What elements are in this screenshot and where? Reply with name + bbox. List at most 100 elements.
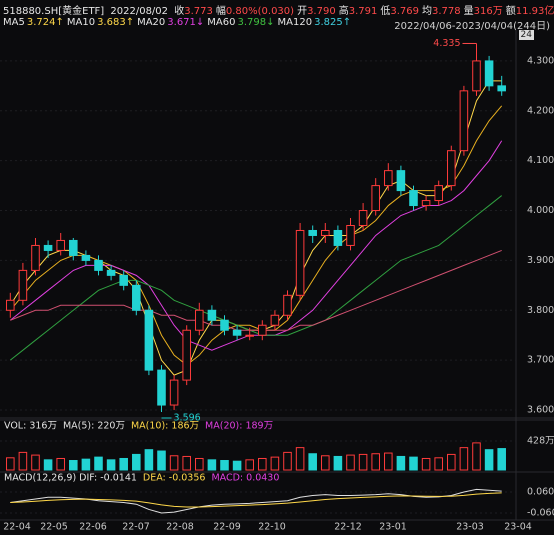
candle-body xyxy=(409,190,418,207)
candle-body xyxy=(308,229,317,236)
volume-bar xyxy=(69,460,78,471)
x-tick-label: 22-04 xyxy=(3,522,31,533)
panel-legend: DEA: -0.0356 xyxy=(143,473,206,484)
ma-value: 3.798↓ xyxy=(237,17,275,28)
candle-body xyxy=(459,90,469,152)
quote-label: 收 xyxy=(174,6,185,17)
low-annotation: 3.596 xyxy=(174,413,201,424)
quote-label: 低 xyxy=(380,6,391,17)
volume-bar xyxy=(447,453,456,471)
candle-body xyxy=(119,274,128,286)
ma-name: MA60 xyxy=(207,17,236,28)
volume-bar xyxy=(81,458,91,471)
volume-bar xyxy=(321,455,330,471)
candle-body xyxy=(270,314,280,326)
candle-body xyxy=(245,334,254,337)
volume-bar xyxy=(157,450,166,471)
y-tick-label: 4.200 xyxy=(527,105,554,116)
quote-label: 开 xyxy=(297,6,308,17)
volume-bar xyxy=(258,457,267,471)
volume-bar xyxy=(43,459,53,471)
y-tick-label: 3.700 xyxy=(527,355,554,366)
candle-body xyxy=(232,329,242,336)
y-tick-label: 428万 xyxy=(527,435,554,446)
ma-name: MA10 xyxy=(66,17,96,28)
candle-body xyxy=(484,60,494,87)
date: 2022/08/02 xyxy=(110,6,169,17)
volume-bar xyxy=(358,453,368,471)
panel-title: VOL: 316万 xyxy=(4,421,57,432)
volume-bar xyxy=(308,453,317,471)
candle-body xyxy=(69,239,78,256)
macd-line xyxy=(10,488,502,514)
candle-body xyxy=(182,329,191,381)
quote-value: 11.93亿 xyxy=(515,6,554,17)
x-tick-label: 23-03 xyxy=(456,522,484,533)
y-tick-label: 4.100 xyxy=(527,155,554,166)
candle-body xyxy=(56,239,65,251)
x-tick-label: 22-07 xyxy=(122,522,150,533)
panel-legend: MA(20): 189万 xyxy=(205,421,273,432)
ma-value: 3.683↑ xyxy=(97,17,135,28)
x-tick-label: 22-06 xyxy=(79,522,107,533)
candle-body xyxy=(384,170,393,187)
volume-bar xyxy=(31,454,40,471)
volume-bar xyxy=(195,457,204,471)
y-tick-label: 3.600 xyxy=(527,405,554,416)
y-tick-label: 0.0600 xyxy=(527,487,554,498)
volume-bar xyxy=(94,456,103,471)
y-tick-label: -0.060 xyxy=(527,507,554,518)
candle-body xyxy=(31,244,40,271)
volume-bar xyxy=(18,451,28,471)
panel-legend: MACD: 0.0430 xyxy=(211,473,279,484)
candle-body xyxy=(497,85,506,92)
volume-bar xyxy=(245,459,254,471)
y-tick-label: 3.900 xyxy=(527,255,554,266)
candle-body xyxy=(6,299,15,311)
volume-bar xyxy=(182,455,191,471)
candle-body xyxy=(434,185,443,202)
volume-bar xyxy=(56,457,65,471)
volume-bar xyxy=(207,459,217,471)
volume-bar xyxy=(119,457,128,471)
volume-bar xyxy=(169,455,179,471)
volume-bar xyxy=(295,447,305,471)
code: 518880.SH[黄金ETF] xyxy=(3,6,105,17)
candle-body xyxy=(81,254,91,261)
volume-bar xyxy=(220,460,229,471)
candle-body xyxy=(94,259,103,271)
volume-bar xyxy=(106,459,116,471)
volume-bar xyxy=(396,455,406,471)
volume-bar xyxy=(333,455,343,471)
candle-body xyxy=(43,244,53,251)
volume-bar xyxy=(384,452,393,471)
candle-body xyxy=(333,229,343,246)
volume-bar xyxy=(346,454,355,471)
panel-legend: MA(5): 220万 xyxy=(63,421,125,432)
quote-value: 3.773 xyxy=(184,6,213,17)
ma-value: 3.724↑ xyxy=(26,17,64,28)
candle-body xyxy=(371,185,380,212)
volume-bar xyxy=(484,449,494,471)
quote-value: 3.790 xyxy=(307,6,336,17)
ma-line xyxy=(9,80,502,376)
quote-label: 额 xyxy=(505,6,516,17)
volume-bar xyxy=(459,447,469,471)
candle-body xyxy=(18,269,28,301)
panel-legend: MA(10): 186万 xyxy=(131,421,199,432)
x-tick-label: 22-09 xyxy=(213,522,241,533)
volume-bar xyxy=(283,451,292,471)
y-tick-label: 4.000 xyxy=(527,205,554,216)
candle-body xyxy=(258,324,267,336)
candle-body xyxy=(144,309,154,371)
candle-body xyxy=(295,229,305,296)
volume-bar xyxy=(472,442,481,471)
volume-bar xyxy=(497,448,506,471)
x-tick-label: 22-08 xyxy=(166,522,194,533)
panel-title: MACD(12,26,9) DIF: -0.0141 xyxy=(4,473,137,484)
volume-bar xyxy=(144,449,154,471)
candle-body xyxy=(283,294,292,316)
quote-value: 3.791 xyxy=(348,6,378,17)
candle-body xyxy=(207,309,217,321)
